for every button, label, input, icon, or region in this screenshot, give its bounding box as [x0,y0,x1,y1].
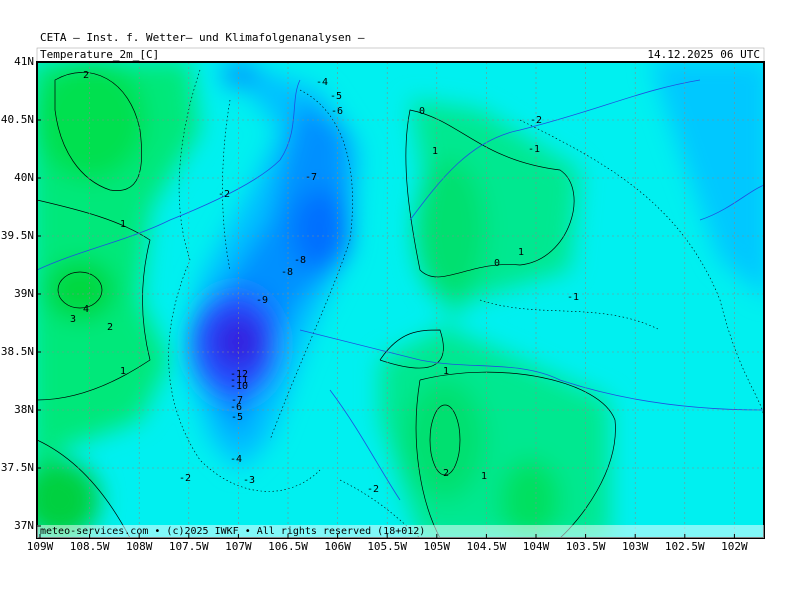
lon-label: 104W [523,540,550,553]
contour-label: -3 [243,475,255,486]
contour-label: -6 [331,106,343,117]
lon-label: 107W [225,540,252,553]
datetime: 14.12.2025 06 UTC [647,48,760,61]
contour-label: 1 [120,219,126,230]
contour-label: -7 [305,172,317,183]
contour-label: 3 [70,314,76,325]
contour-label: -2 [179,473,191,484]
lat-label: 37.5N [1,461,34,474]
lat-label: 39N [14,287,34,300]
contour-label: -10 [230,381,248,392]
contour-label: -9 [256,295,268,306]
labels: 41N 40.5N 40N 39.5N 39N 38.5N 38N 37.5N 37N 109W 1… [1,55,748,553]
contour-label: 1 [120,366,126,377]
contour-label: 1 [481,471,487,482]
lat-label: 38N [14,403,34,416]
contour-label: 4 [83,304,89,315]
lon-label: 102W [721,540,748,553]
contour-label: -1 [567,292,579,303]
lat-label: 38.5N [1,345,34,358]
contour-label: 1 [432,146,438,157]
lat-label: 39.5N [1,229,34,242]
contour-label: -8 [281,267,293,278]
lon-label: 105.5W [367,540,407,553]
contour-label: -2 [218,189,230,200]
contour-lines [37,71,616,538]
contour-label: -5 [330,91,342,102]
lat-label: 37N [14,519,34,532]
lon-label: 102.5W [665,540,705,553]
contour-label: -1 [528,144,540,155]
contour-label: 2 [443,468,449,479]
lon-label: 105W [424,540,451,553]
contour-label: -6 [230,402,242,413]
contour-label: -4 [230,454,242,465]
contour-label: -7 [231,395,243,406]
lat-label: 41N [14,55,34,68]
lon-label: 104.5W [467,540,507,553]
lon-label: 109W [27,540,54,553]
rivers [37,79,764,501]
contour-label: 2 [83,70,89,81]
lat-label: 40.5N [1,113,34,126]
contour-label: -12 [230,369,248,380]
contour-label: -4 [316,77,328,88]
institute: CETA — Inst. f. Wetter— und Klimafolgena… [40,31,365,44]
lon-label: 106.5W [268,540,308,553]
graticule [37,62,764,538]
lon-label: 107.5W [169,540,209,553]
contour-label: 1 [518,247,524,258]
contour-label: 1 [443,366,449,377]
lon-label: 108.5W [70,540,110,553]
footer-bar [37,525,764,538]
dotted-contours [168,69,764,538]
contour-label: 0 [494,258,500,269]
footer: meteo-services.com • (c)2025 IWKF • All … [40,526,425,537]
lon-label: 103W [622,540,649,553]
contour-label: 2 [107,322,113,333]
contour-label: -2 [367,484,379,495]
contour-label: -2 [530,115,542,126]
variable: Temperature_2m_[C] [40,48,159,61]
contour-label: -5 [231,412,243,423]
lon-label: 108W [126,540,153,553]
lon-label: 106W [324,540,351,553]
lon-label: 103.5W [566,540,606,553]
contour-label: -8 [294,255,306,266]
lat-label: 40N [14,171,34,184]
map-field [37,62,764,538]
contour-label: -11 [230,375,248,386]
contour-label: 0 [419,106,425,117]
